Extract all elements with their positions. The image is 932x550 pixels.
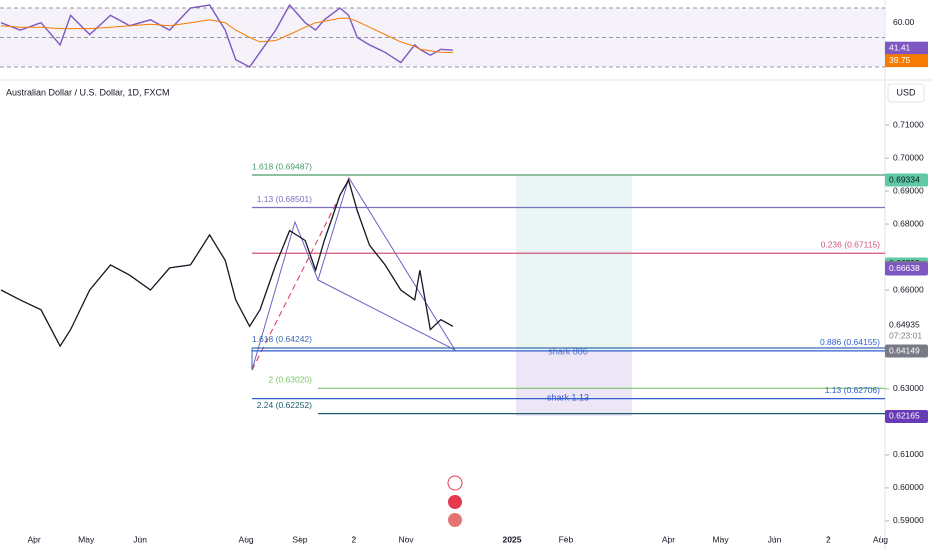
rsi-tag-label: 39.75 (889, 55, 911, 65)
x-tick-label: 2 (351, 534, 356, 544)
price-tag-label: 0.62165 (889, 411, 920, 421)
x-tick-label: Nov (398, 534, 414, 544)
level-label: 0.236 (0.67115) (821, 239, 881, 249)
y-tick-label: 0.63000 (893, 383, 924, 393)
x-tick-label: 2 (826, 534, 831, 544)
y-tick-label: 0.69000 (893, 185, 924, 195)
series-line (0, 17, 453, 54)
price-tag-label: 0.66638 (889, 263, 920, 273)
x-tick-label: Jun (768, 534, 782, 544)
y-tick-label: 0.61000 (893, 449, 924, 459)
level-label: 1.13 (0.68501) (257, 194, 312, 204)
profit-zone (516, 176, 632, 351)
y-tick-label: 0.68000 (893, 218, 924, 228)
y-tick-label: 0.70000 (893, 152, 924, 162)
x-tick-label: Apr (662, 534, 675, 544)
price-tag-label: 0.69334 (889, 174, 920, 184)
x-tick-label: Apr (27, 534, 40, 544)
level-label: 0.886 (0.64155) (820, 337, 880, 347)
y-tick-label: 0.71000 (893, 119, 924, 129)
series-line (0, 178, 454, 348)
y-tick-label: 0.66000 (893, 284, 924, 294)
chart-title: Australian Dollar / U.S. Dollar, 1D, FXC… (6, 87, 170, 97)
countdown: 07:23:01 (889, 330, 922, 340)
x-tick-label: May (713, 534, 730, 544)
rsi-tick-label: 60.00 (893, 17, 915, 27)
zone-label: shark 1.13 (547, 392, 589, 402)
y-tick-label: 0.60000 (893, 482, 924, 492)
level-label: 1.13 (0.62706) (825, 385, 880, 395)
x-tick-label: Feb (559, 534, 574, 544)
pattern-leg (251, 177, 350, 371)
event-icon[interactable] (448, 495, 462, 509)
level-label: 1.618 (0.69487) (252, 161, 312, 171)
loss-zone (516, 351, 632, 416)
level-label: 1.618 (0.64242) (252, 334, 312, 344)
price-tag (885, 262, 928, 276)
level-label: 2 (0.63020) (269, 375, 313, 385)
price-tag (885, 173, 928, 187)
plot: 0.71000 0.70000 0.69000 0.68000 0.66000 0.630… (0, 3, 928, 544)
event-icon[interactable] (448, 513, 462, 527)
x-tick-label: Jun (133, 534, 147, 544)
y-tick-label: 0.59000 (893, 515, 924, 525)
harmonic-pattern (251, 176, 457, 371)
price-tag (885, 409, 928, 423)
currency[interactable]: USD (896, 87, 916, 97)
level-label: 2.24 (0.62252) (257, 400, 312, 410)
x-tick-label: Aug (239, 534, 254, 544)
currency-box[interactable] (887, 83, 925, 103)
rsi-tag (885, 41, 928, 55)
x-tick-label: May (78, 534, 95, 544)
x-tick-label: Aug (873, 534, 888, 544)
price-tag-label: 0.64149 (889, 345, 920, 355)
price-tag (885, 344, 928, 358)
last-price: 0.64935 (889, 319, 920, 329)
x-tick-label: Sep (292, 534, 307, 544)
event-icon[interactable] (447, 475, 463, 491)
rsi-tag-label: 41.41 (889, 42, 911, 52)
rsi-tag (885, 54, 928, 68)
x-tick-label: 2025 (503, 534, 522, 544)
